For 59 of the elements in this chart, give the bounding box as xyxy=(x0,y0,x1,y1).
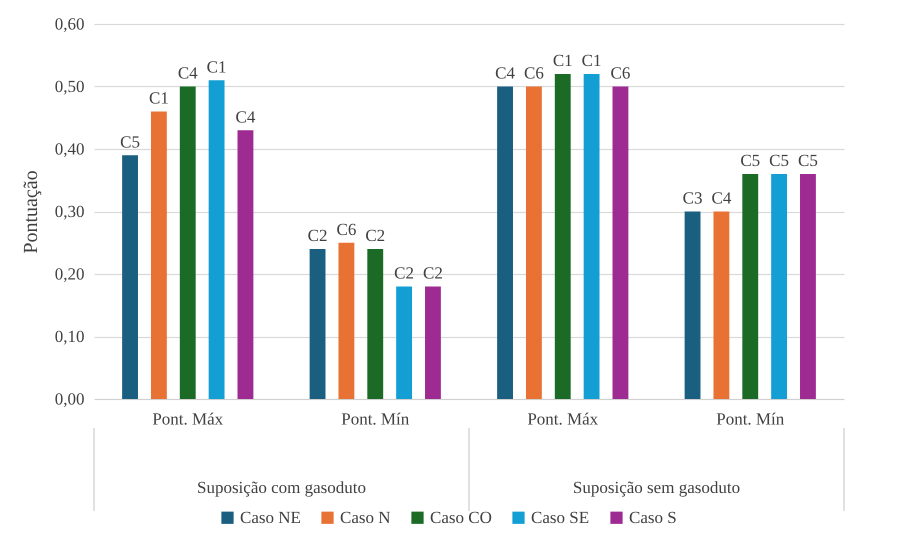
data-label: C6 xyxy=(524,64,544,82)
y-tick-label: 0,10 xyxy=(54,327,84,346)
bar xyxy=(310,249,326,399)
data-label: C2 xyxy=(308,226,328,245)
data-label: C4 xyxy=(711,188,732,208)
bar xyxy=(584,74,600,399)
legend-label: Caso S xyxy=(629,508,677,527)
y-tick-label: 0,50 xyxy=(54,77,84,96)
data-label: C1 xyxy=(552,51,573,70)
legend-label: Caso SE xyxy=(531,508,590,527)
bar xyxy=(150,112,167,399)
x-tick-label: Pont. Mín xyxy=(716,410,785,428)
data-label: C3 xyxy=(682,188,702,208)
data-label: C2 xyxy=(365,226,386,245)
bar xyxy=(612,86,628,399)
bar xyxy=(684,212,700,399)
bar xyxy=(208,80,225,399)
y-tick-label: 0,60 xyxy=(54,14,84,34)
bar xyxy=(771,174,788,399)
y-tick-label: 0,00 xyxy=(54,390,84,408)
bar xyxy=(526,86,542,399)
y-axis-title: Pontuação xyxy=(20,170,42,254)
bar xyxy=(238,130,254,399)
data-label: C2 xyxy=(394,264,414,282)
data-label: C4 xyxy=(178,64,198,82)
bar xyxy=(425,286,441,399)
data-label: C1 xyxy=(148,88,169,108)
bar xyxy=(367,249,384,399)
data-label: C6 xyxy=(610,64,630,82)
bar xyxy=(554,74,571,399)
legend-label: Caso N xyxy=(340,508,391,527)
text: Suposição com gasoduto xyxy=(196,478,366,497)
y-tick-label: 0,30 xyxy=(54,202,84,221)
y-tick-label: 0,20 xyxy=(54,264,84,284)
data-label: C5 xyxy=(798,151,818,170)
bar xyxy=(800,174,816,399)
data-label: C4 xyxy=(236,107,256,126)
x-tick-label: Pont. Mín xyxy=(341,410,410,428)
data-label: C2 xyxy=(423,264,443,282)
data-label: C4 xyxy=(495,64,516,82)
bar xyxy=(122,155,138,399)
data-label: C5 xyxy=(769,151,790,170)
data-label: C5 xyxy=(740,151,760,170)
data-label: C1 xyxy=(582,51,602,70)
x-tick-label: Pont. Máx xyxy=(152,410,224,428)
data-label: C5 xyxy=(120,132,140,152)
bar xyxy=(497,86,513,399)
legend-label: Caso CO xyxy=(430,508,492,527)
data-label: C1 xyxy=(206,57,227,76)
bar xyxy=(396,286,412,399)
bar xyxy=(180,86,196,399)
text: Suposição sem gasoduto xyxy=(572,478,740,497)
x-tick-label: Pont. Máx xyxy=(527,410,599,428)
legend-label: Caso NE xyxy=(240,508,301,527)
data-label: C6 xyxy=(336,220,356,239)
bar xyxy=(742,174,758,399)
bar xyxy=(713,212,730,399)
y-tick-label: 0,40 xyxy=(54,140,84,158)
bar xyxy=(338,242,354,399)
